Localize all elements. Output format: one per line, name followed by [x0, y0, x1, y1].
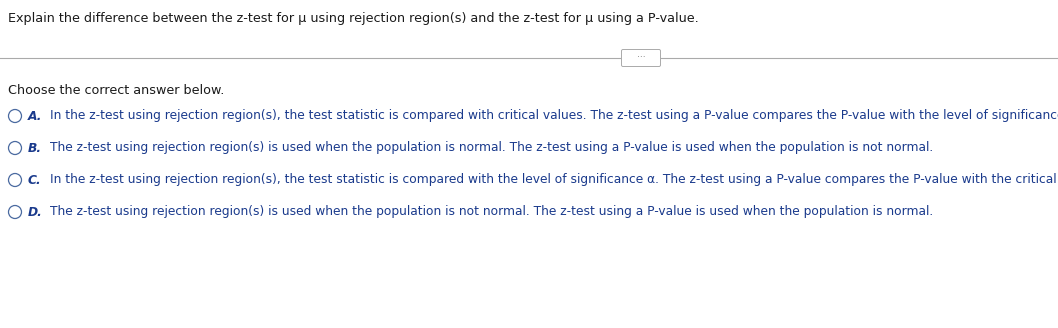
Text: D.: D. — [28, 206, 42, 218]
Text: Explain the difference between the z-test for μ using rejection region(s) and th: Explain the difference between the z-tes… — [8, 12, 698, 25]
FancyBboxPatch shape — [621, 50, 660, 67]
Text: In the z-test using rejection region(s), the test statistic is compared with cri: In the z-test using rejection region(s),… — [50, 110, 1058, 122]
Text: Choose the correct answer below.: Choose the correct answer below. — [8, 84, 224, 97]
Text: The z-test using rejection region(s) is used when the population is not normal. : The z-test using rejection region(s) is … — [50, 206, 933, 218]
Text: In the z-test using rejection region(s), the test statistic is compared with the: In the z-test using rejection region(s),… — [50, 174, 1058, 187]
Text: B.: B. — [28, 141, 42, 154]
Text: C.: C. — [28, 174, 41, 187]
Circle shape — [8, 174, 21, 187]
Text: ···: ··· — [637, 53, 645, 63]
Text: The z-test using rejection region(s) is used when the population is normal. The : The z-test using rejection region(s) is … — [50, 141, 933, 154]
Text: A.: A. — [28, 110, 42, 122]
Circle shape — [8, 110, 21, 122]
Circle shape — [8, 206, 21, 218]
Circle shape — [8, 141, 21, 154]
